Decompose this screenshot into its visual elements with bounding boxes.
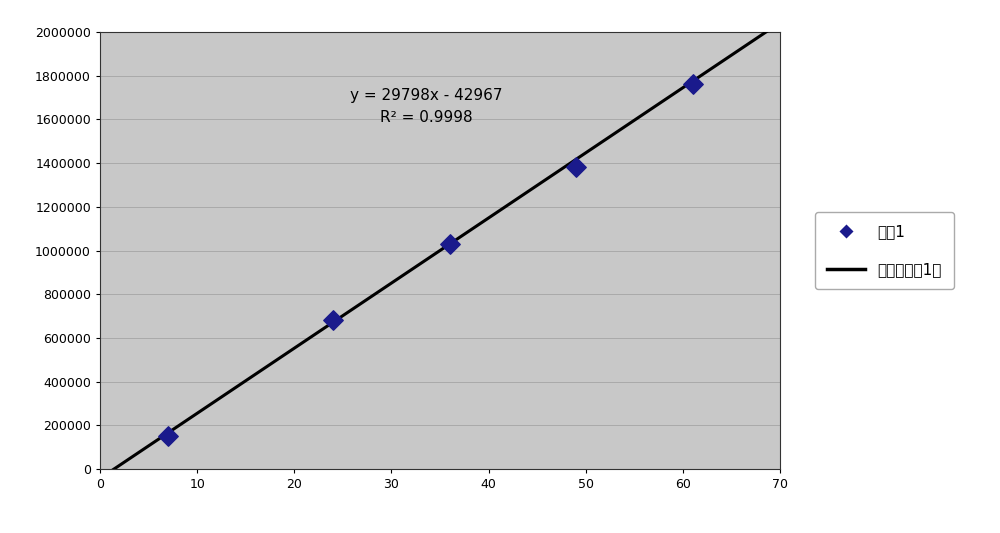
Legend: 系列1, 线性（系列1）: 系列1, 线性（系列1）	[815, 212, 954, 289]
Point	[160, 432, 176, 440]
Point	[685, 80, 701, 88]
Text: y = 29798x - 42967
R² = 0.9998: y = 29798x - 42967 R² = 0.9998	[350, 88, 503, 125]
Point	[442, 240, 458, 248]
Point	[325, 316, 341, 325]
Point	[568, 163, 584, 172]
